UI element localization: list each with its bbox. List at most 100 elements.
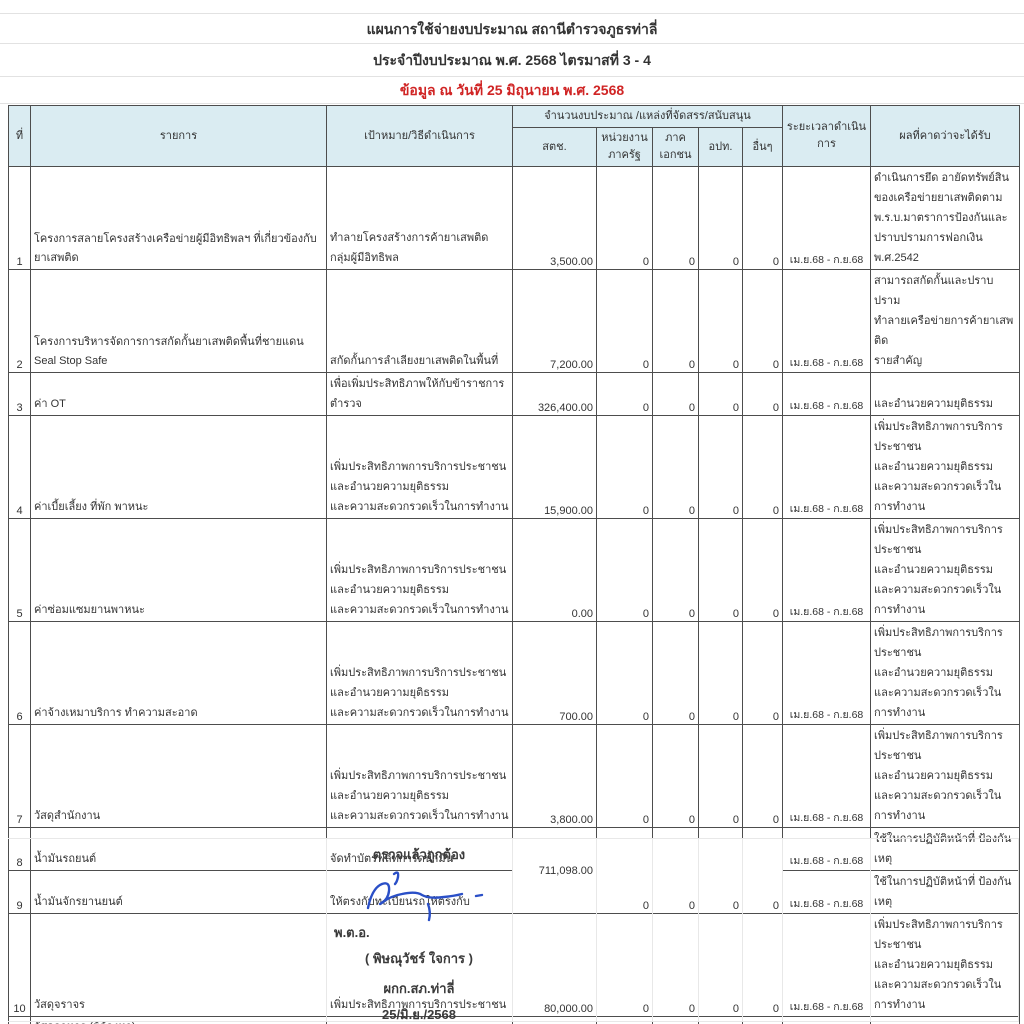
- amount-cell: 3,500.00: [512, 166, 597, 270]
- header-target: เป้าหมาย/วิธีดำเนินการ: [326, 105, 513, 167]
- no-cell: 2: [8, 269, 31, 373]
- period-cell: เม.ย.68 - ก.ย.68: [782, 724, 871, 828]
- period-cell: เม.ย.68 - ก.ย.68: [782, 415, 871, 519]
- table-row: 5 ค่าซ่อมแซมยานพาหนะ เพิ่มประสิทธิภาพการ…: [8, 518, 1020, 622]
- zero-cell: 0: [698, 518, 743, 622]
- outcome-cell: ใช้ในการปฏิบัติหน้าที่ ป้องกันเหตุ: [870, 870, 1020, 914]
- table-row: 2 โครงการบริหารจัดการการสกัดกั้นยาเสพติด…: [8, 269, 1020, 373]
- zero-cell: 0: [698, 621, 743, 725]
- zero-cell: 0: [652, 166, 699, 270]
- zero-cell: 0: [742, 913, 783, 1017]
- no-cell: 7: [8, 724, 31, 828]
- zero-cell: 0: [698, 269, 743, 373]
- signer-rank: พ.ต.อ.: [334, 925, 370, 940]
- period-cell: เม.ย.68 - ก.ย.68: [782, 827, 871, 871]
- zero-cell: 0: [742, 827, 783, 914]
- target-cell: สกัดกั้นการลำเลียงยาเสพติดในพื้นที่: [326, 269, 513, 373]
- zero-cell: 0: [596, 269, 653, 373]
- document-subtitle: ประจำปีงบประมาณ พ.ศ. 2568 ไตรมาสที่ 3 - …: [0, 44, 1024, 77]
- zero-cell: 0: [596, 913, 653, 1017]
- amount-cell: 3,800.00: [512, 724, 597, 828]
- table-row: 7 วัสดุสำนักงาน เพิ่มประสิทธิภาพการบริกา…: [8, 724, 1020, 828]
- outcome-cell: เพิ่มประสิทธิภาพการบริการประชาชน และอำนว…: [870, 913, 1020, 1017]
- period-cell: เม.ย.68 - ก.ย.68: [782, 870, 871, 914]
- amount-cell: 15,900.00: [512, 415, 597, 519]
- zero-cell: 0: [698, 415, 743, 519]
- period-cell: เม.ย.68 - ก.ย.68: [782, 518, 871, 622]
- header-period: ระยะเวลาดำเนินการ: [782, 105, 871, 167]
- item-cell: น้ำมันรถยนต์: [30, 827, 327, 871]
- target-cell: ทำลายโครงสร้างการค้ายาเสพติด กลุ่มผู้มีอ…: [326, 166, 513, 270]
- header-no: ที่: [8, 105, 31, 167]
- zero-cell: 0: [742, 269, 783, 373]
- signer-position: ผกก.สภ.ท่าลี่: [383, 981, 455, 996]
- item-cell: ค่าเบี้ยเลี้ยง ที่พัก พาหนะ: [30, 415, 327, 519]
- zero-cell: 0: [652, 724, 699, 828]
- header-src-gov: หน่วยงาน ภาครัฐ: [596, 127, 653, 167]
- zero-cell: 0: [596, 415, 653, 519]
- item-cell: วัสดุสำนักงาน: [30, 724, 327, 828]
- table-row: 10 วัสดุจราจร เพิ่มประสิทธิภาพการบริการป…: [8, 913, 1020, 1017]
- table-row: 8 น้ำมันรถยนต์ จัดทำบัตรฟลีทการ์ดน้ำมัน …: [8, 827, 1020, 914]
- item-cell: น้ำมันจักรยานยนต์: [30, 870, 327, 914]
- outcome-cell: เพิ่มประสิทธิภาพการบริการประชาชน และอำนว…: [870, 518, 1020, 622]
- header-src-rtp: สตช.: [512, 127, 597, 167]
- signature-date: 25/มิ.ย./2568: [381, 1007, 456, 1022]
- no-cell: 9: [8, 870, 31, 914]
- item-cell: โครงการบริหารจัดการการสกัดกั้นยาเสพติดพื…: [30, 269, 327, 373]
- amount-cell: 700.00: [512, 621, 597, 725]
- zero-cell: 0: [742, 621, 783, 725]
- data-as-of-date: ข้อมูล ณ วันที่ 25 มิถุนายน พ.ศ. 2568: [0, 77, 1024, 104]
- outcome-cell: เพิ่มประสิทธิภาพการบริการประชาชน และอำนว…: [870, 415, 1020, 519]
- zero-cell: 0: [596, 372, 653, 416]
- zero-cell: 0: [698, 827, 743, 914]
- outcome-cell: ดำเนินการยึด อายัดทรัพย์สิน ของเครือข่าย…: [870, 166, 1020, 270]
- zero-cell: 0: [596, 166, 653, 270]
- item-cell: โครงการสลายโครงสร้างเครือข่ายผู้มีอิทธิพ…: [30, 166, 327, 270]
- title-block: แผนการใช้จ่ายงบประมาณ สถานีตำรวจภูธรท่าล…: [0, 0, 1024, 104]
- outcome-cell: เพิ่มประสิทธิภาพการบริการประชาชน และอำนว…: [870, 724, 1020, 828]
- budget-table: ที่ รายการ เป้าหมาย/วิธีดำเนินการ จำนวนง…: [8, 105, 1020, 1024]
- outcome-cell: ใช้ในการปฏิบัติหน้าที่ ป้องกันเหตุ: [870, 827, 1020, 871]
- target-cell: เพิ่มประสิทธิภาพการบริการประชาชน และอำนว…: [326, 518, 513, 622]
- period-cell: เม.ย.68 - ก.ย.68: [782, 269, 871, 373]
- table-row: 1 โครงการสลายโครงสร้างเครือข่ายผู้มีอิทธ…: [8, 166, 1020, 270]
- zero-cell: 0: [698, 372, 743, 416]
- period-cell: เม.ย.68 - ก.ย.68: [782, 166, 871, 270]
- zero-cell: 0: [596, 827, 653, 914]
- item-cell: ค่า OT: [30, 372, 327, 416]
- outcome-cell: สามารถสกัดกั้นและปราบปราม ทำลายเครือข่าย…: [870, 269, 1020, 373]
- spacer-row: [0, 0, 1024, 14]
- table-row: 4 ค่าเบี้ยเลี้ยง ที่พัก พาหนะ เพิ่มประสิ…: [8, 415, 1020, 519]
- target-cell: เพิ่มประสิทธิภาพการบริการประชาชน และอำนว…: [326, 621, 513, 725]
- table-row: 3 ค่า OT เพื่อเพิ่มประสิทธิภาพให้กับข้าร…: [8, 372, 1020, 416]
- outcome-cell: และอำนวยความยุติธรรม: [870, 372, 1020, 416]
- zero-cell: 0: [698, 913, 743, 1017]
- header-src-private: ภาคเอกชน: [652, 127, 699, 167]
- amount-cell: 326,400.00: [512, 372, 597, 416]
- no-cell: 1: [8, 166, 31, 270]
- zero-cell: 0: [742, 166, 783, 270]
- target-cell: เพื่อเพิ่มประสิทธิภาพให้กับข้าราชการตำรว…: [326, 372, 513, 416]
- zero-cell: 0: [652, 269, 699, 373]
- target-cell: ให้ตรงกับทะเบียนรถให้ตรงกับ: [326, 870, 513, 914]
- verified-label: ตรวจแล้วถูกต้อง: [372, 847, 466, 862]
- signer-name: ( พิษณุวัชร์ ใจการ ): [365, 951, 473, 966]
- amount-cell: 0.00: [512, 518, 597, 622]
- table-row: 6 ค่าจ้างเหมาบริการ ทำความสะอาด เพิ่มประ…: [8, 621, 1020, 725]
- zero-cell: 0: [698, 166, 743, 270]
- amount-cell: 80,000.00: [512, 913, 597, 1017]
- zero-cell: 0: [652, 518, 699, 622]
- period-cell: เม.ย.68 - ก.ย.68: [782, 621, 871, 725]
- item-cell: ค่าซ่อมแซมยานพาหนะ: [30, 518, 327, 622]
- header-src-other: อื่นๆ: [742, 127, 783, 167]
- header-outcome: ผลที่คาดว่าจะได้รับ: [870, 105, 1020, 167]
- target-cell: จัดทำบัตรฟลีทการ์ดน้ำมัน: [326, 827, 513, 871]
- zero-cell: 0: [596, 724, 653, 828]
- zero-cell: 0: [742, 372, 783, 416]
- no-cell: 6: [8, 621, 31, 725]
- signature-image: [366, 871, 484, 922]
- header-budget-group: จำนวนงบประมาณ /แหล่งที่จัดสรร/สนับสนุน: [512, 105, 783, 128]
- zero-cell: 0: [742, 415, 783, 519]
